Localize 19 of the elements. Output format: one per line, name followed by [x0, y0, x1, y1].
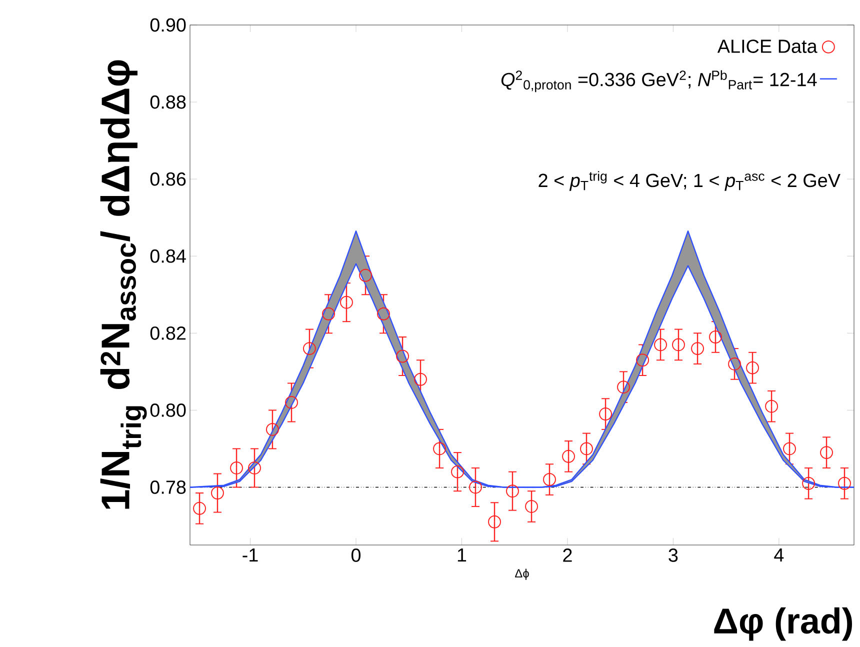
x-tick-label: 2	[563, 548, 572, 562]
text: 2 < p$_{T}$$^{trig}$ < 4 GeV; 1 < p$_{T}$$^{asc}$ < 2 GeV	[538, 171, 840, 191]
y-axis-title: 1/N$_{trig}$ d$^{2}$N$_{assoc}$/ dΔηdΔφ	[100, 60, 147, 509]
y-tick-label: 0.80	[150, 403, 186, 417]
text: Δφ (rad)	[714, 607, 852, 641]
legend-label: ALICE Data	[717, 40, 818, 53]
y-tick-label: 0.78	[150, 480, 186, 494]
y-tick-label: 0.88	[150, 95, 186, 109]
text: Q$^{2}$$_{0,proton}$ =0.336 GeV$^{2}$; N$^{Pb}$$_{Part}$= 12-14	[501, 70, 817, 92]
x-tick-label: 3	[668, 548, 678, 562]
x-tick-label: 0	[351, 548, 361, 562]
x-tick-label: 1	[458, 548, 466, 562]
x-tick-label: -1	[242, 548, 258, 562]
y-tick-label: 0.86	[150, 172, 186, 186]
y-tick-label: 0.84	[150, 249, 186, 263]
y-tick-label: 0.90	[150, 18, 186, 32]
y-tick-label: 0.82	[150, 326, 186, 340]
x-axis-title: Δϕ	[515, 568, 529, 580]
x-tick-label: 4	[774, 548, 784, 562]
